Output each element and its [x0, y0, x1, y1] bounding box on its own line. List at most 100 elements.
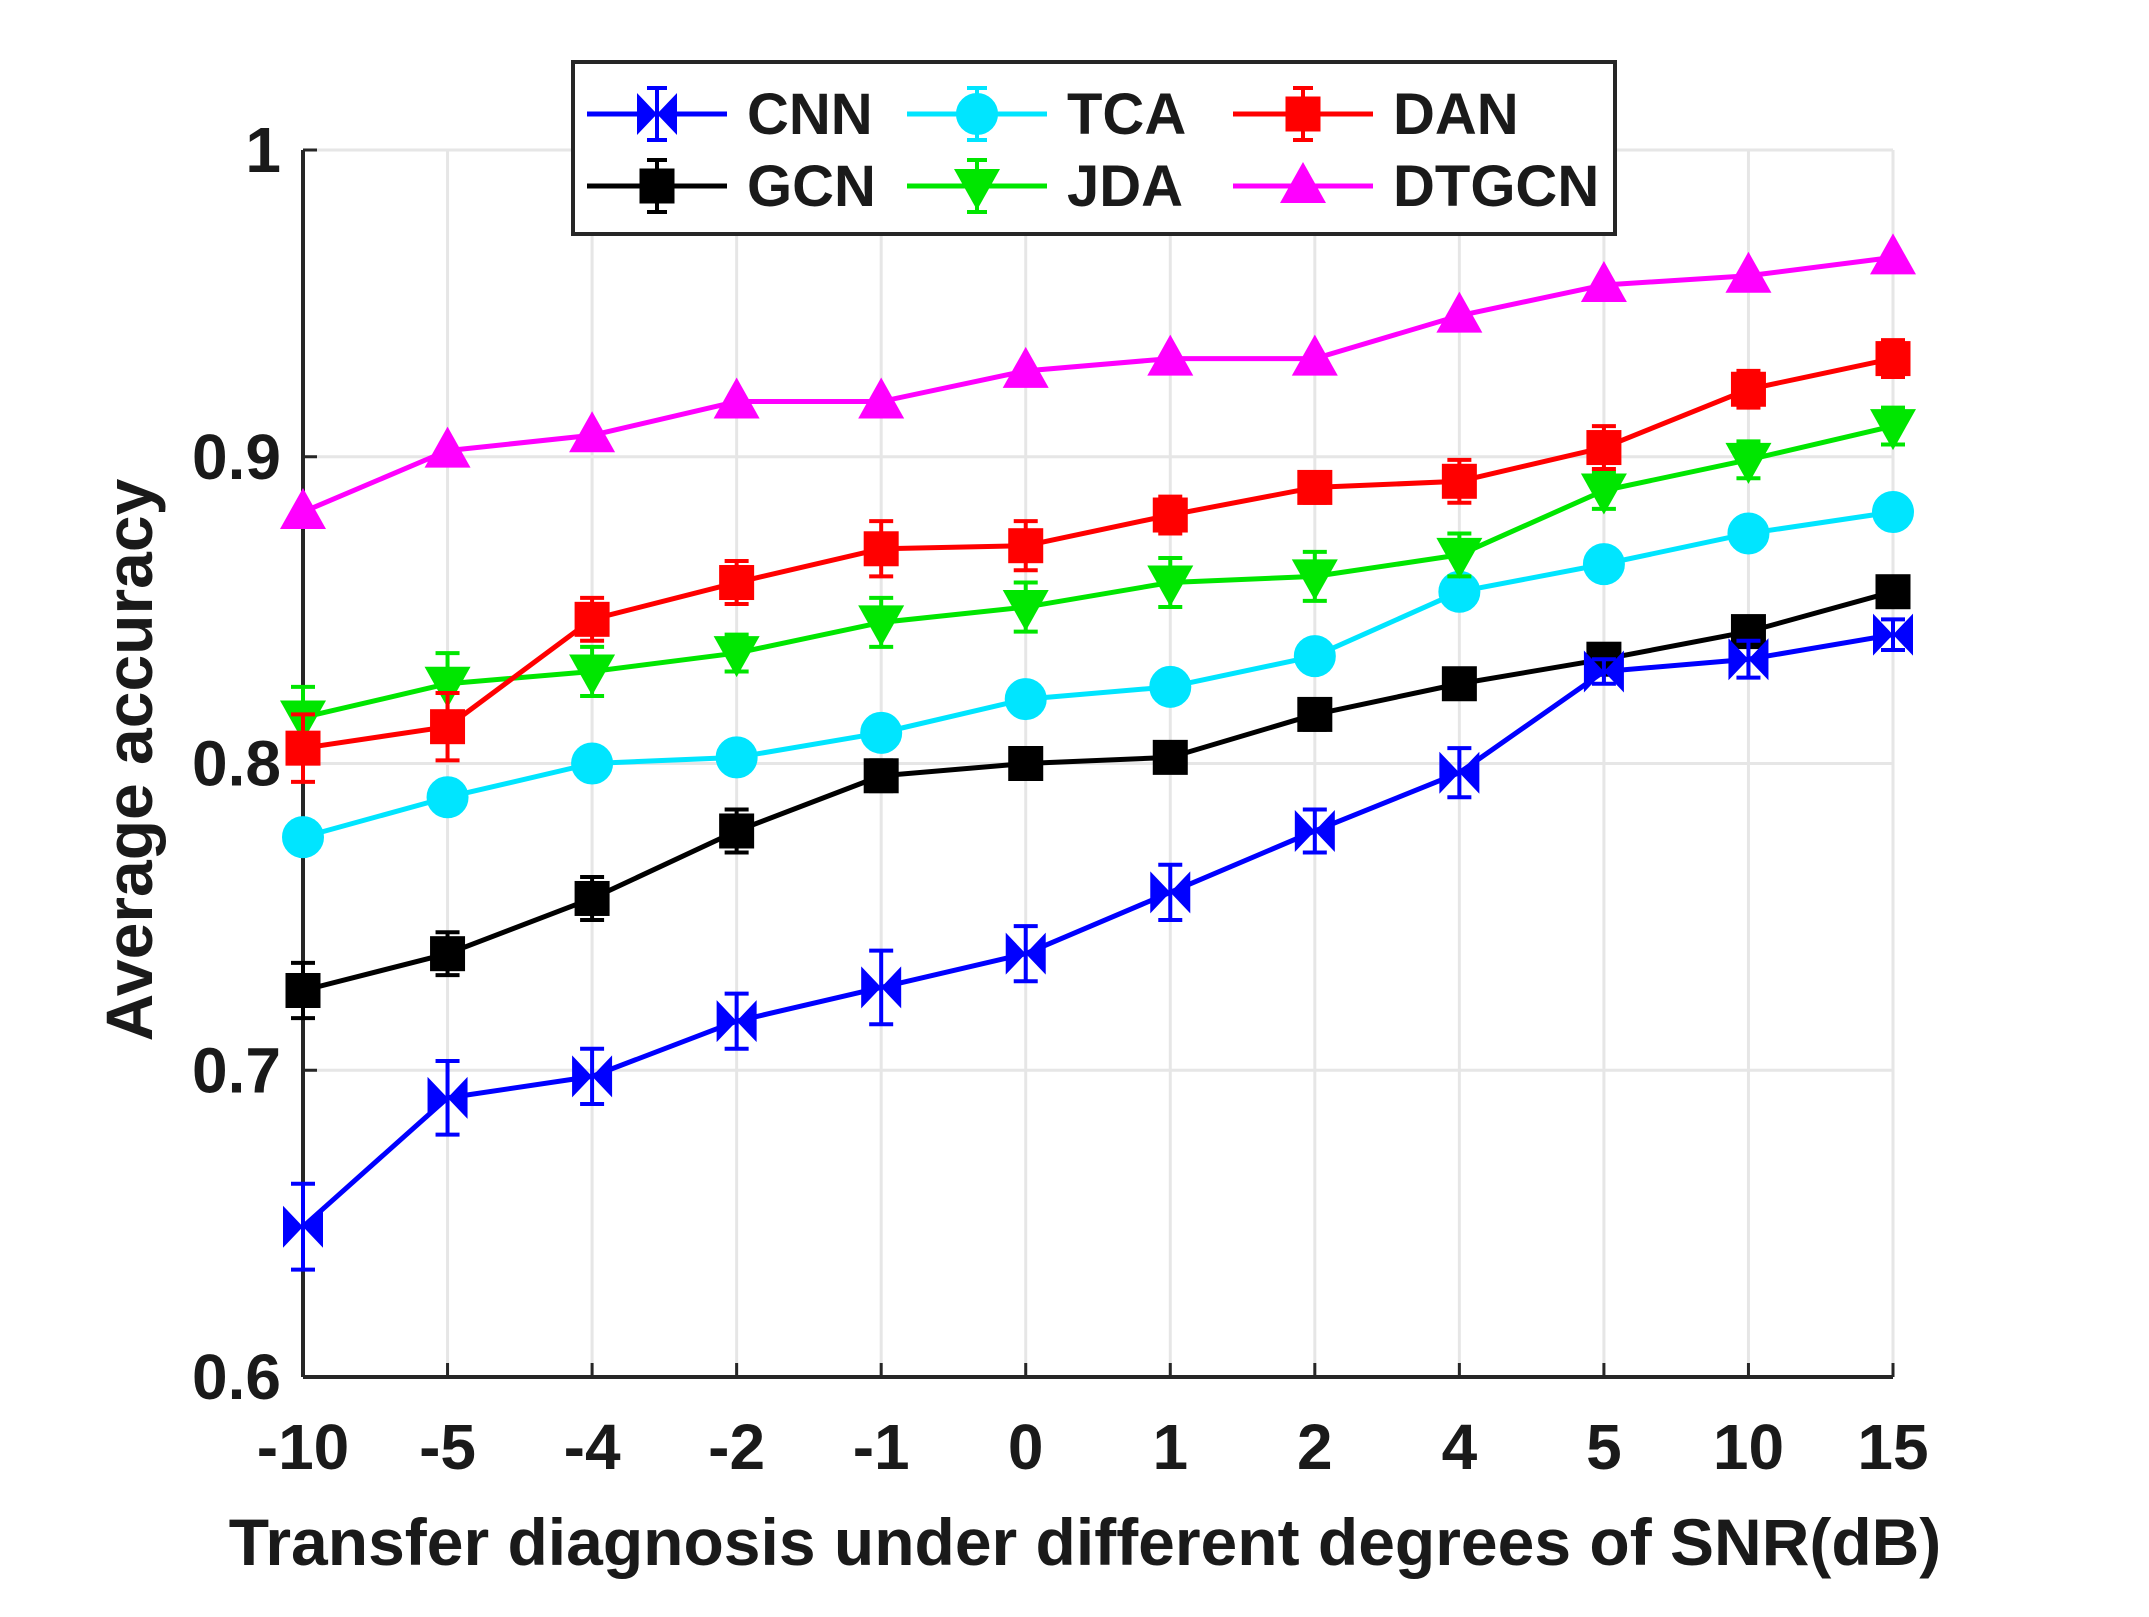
legend-marker-gcn — [639, 168, 675, 204]
data-point-dan — [1008, 528, 1044, 564]
x-tick-label: -4 — [564, 1411, 621, 1483]
data-point-dan — [1441, 463, 1477, 499]
series-cnn — [283, 613, 1913, 1272]
x-tick-label: -1 — [853, 1411, 910, 1483]
data-point-gcn — [574, 880, 610, 916]
x-tick-label: 0 — [1008, 1411, 1044, 1483]
legend-marker-dtgcn — [1280, 162, 1326, 203]
legend-item-tca[interactable]: TCA — [907, 82, 1186, 147]
data-point-dtgcn — [1870, 233, 1916, 275]
series-line-dtgcn — [302, 254, 1894, 515]
data-point-gcn — [1152, 739, 1188, 775]
y-tick-label: 0.9 — [192, 421, 281, 493]
data-point-cnn — [1439, 751, 1480, 794]
data-point-cnn — [861, 966, 902, 1009]
data-point-tca — [1727, 512, 1770, 555]
data-point-tca — [571, 742, 614, 785]
data-point-cnn — [427, 1076, 468, 1119]
data-point-gcn — [863, 758, 899, 794]
data-point-cnn — [1294, 809, 1335, 852]
series-line-cnn — [301, 632, 1894, 1229]
y-tick-label: 0.8 — [192, 728, 281, 800]
data-point-jda — [1002, 590, 1049, 632]
data-point-cnn — [1005, 932, 1046, 975]
data-point-dtgcn — [1725, 251, 1772, 293]
series-line-dan — [302, 356, 1894, 751]
data-point-dtgcn — [1291, 334, 1338, 376]
data-point-dan — [285, 730, 321, 766]
data-point-dan — [430, 709, 466, 745]
data-point-dtgcn — [858, 377, 905, 419]
data-point-dtgcn — [569, 411, 616, 453]
data-point-dan — [1152, 497, 1188, 533]
data-point-tca — [1872, 490, 1914, 533]
x-tick-label: 10 — [1713, 1411, 1784, 1483]
x-tick-label: 1 — [1152, 1411, 1188, 1483]
data-point-jda — [569, 654, 616, 696]
series-dan — [285, 338, 1911, 784]
legend-item-cnn[interactable]: CNN — [587, 82, 873, 147]
x-tick-label: 4 — [1442, 1411, 1478, 1483]
legend-item-dan[interactable]: DAN — [1233, 82, 1519, 147]
y-tick-label: 0.6 — [192, 1341, 281, 1413]
legend-item-dtgcn[interactable]: DTGCN — [1233, 154, 1599, 219]
series-dtgcn — [280, 233, 1916, 529]
data-point-gcn — [1875, 574, 1911, 610]
data-point-tca — [282, 816, 324, 859]
data-point-dan — [1730, 371, 1766, 407]
data-point-dan — [1875, 341, 1911, 377]
x-tick-label: 15 — [1857, 1411, 1928, 1483]
data-point-jda — [1580, 473, 1627, 515]
data-point-dan — [863, 531, 899, 567]
y-tick-label: 0.7 — [192, 1034, 281, 1106]
data-point-dan — [719, 565, 755, 601]
x-tick-label: -2 — [708, 1411, 765, 1483]
data-point-dan — [1297, 469, 1333, 505]
data-point-jda — [713, 636, 760, 678]
data-point-dtgcn — [1002, 346, 1049, 388]
legend-item-jda[interactable]: JDA — [907, 154, 1183, 219]
data-point-tca — [426, 776, 469, 819]
legend[interactable]: CNN TCA DAN GCN JDA DTGCN — [571, 60, 1617, 236]
data-point-cnn — [283, 1205, 323, 1248]
data-point-gcn — [1441, 666, 1477, 702]
legend-label-gcn: GCN — [747, 154, 876, 219]
data-point-dtgcn — [1147, 334, 1194, 376]
data-point-cnn — [716, 1000, 757, 1043]
data-point-tca — [1293, 635, 1336, 678]
data-point-jda — [1291, 559, 1338, 601]
series-tca — [282, 490, 1914, 859]
legend-marker-dan — [1285, 96, 1321, 132]
data-point-tca — [1149, 665, 1192, 708]
data-point-tca — [1004, 678, 1047, 721]
data-point-tca — [1582, 543, 1625, 586]
x-tick-label: -10 — [257, 1411, 350, 1483]
data-point-dan — [574, 601, 610, 637]
x-tick-label: 5 — [1586, 1411, 1622, 1483]
legend-marker-jda — [954, 169, 1000, 210]
series — [280, 233, 1916, 1272]
legend-marker-cnn — [637, 93, 677, 135]
data-point-tca — [860, 711, 903, 754]
legend-item-gcn[interactable]: GCN — [587, 154, 876, 219]
legend-marker-tca — [956, 93, 998, 135]
data-point-gcn — [430, 936, 466, 972]
data-point-gcn — [719, 813, 755, 849]
data-point-dtgcn — [424, 426, 471, 468]
legend-box — [571, 60, 1617, 236]
data-point-jda — [1870, 409, 1916, 451]
data-point-jda — [1147, 565, 1194, 607]
data-point-jda — [424, 666, 471, 708]
x-tick-label: 2 — [1297, 1411, 1333, 1483]
series-line-tca — [302, 509, 1894, 840]
data-point-gcn — [1008, 746, 1044, 781]
data-point-cnn — [1150, 871, 1191, 914]
data-point-jda — [858, 605, 905, 647]
data-point-dtgcn — [1436, 291, 1483, 333]
data-point-gcn — [285, 972, 321, 1008]
data-point-cnn — [1873, 613, 1913, 656]
data-point-gcn — [1297, 696, 1333, 732]
